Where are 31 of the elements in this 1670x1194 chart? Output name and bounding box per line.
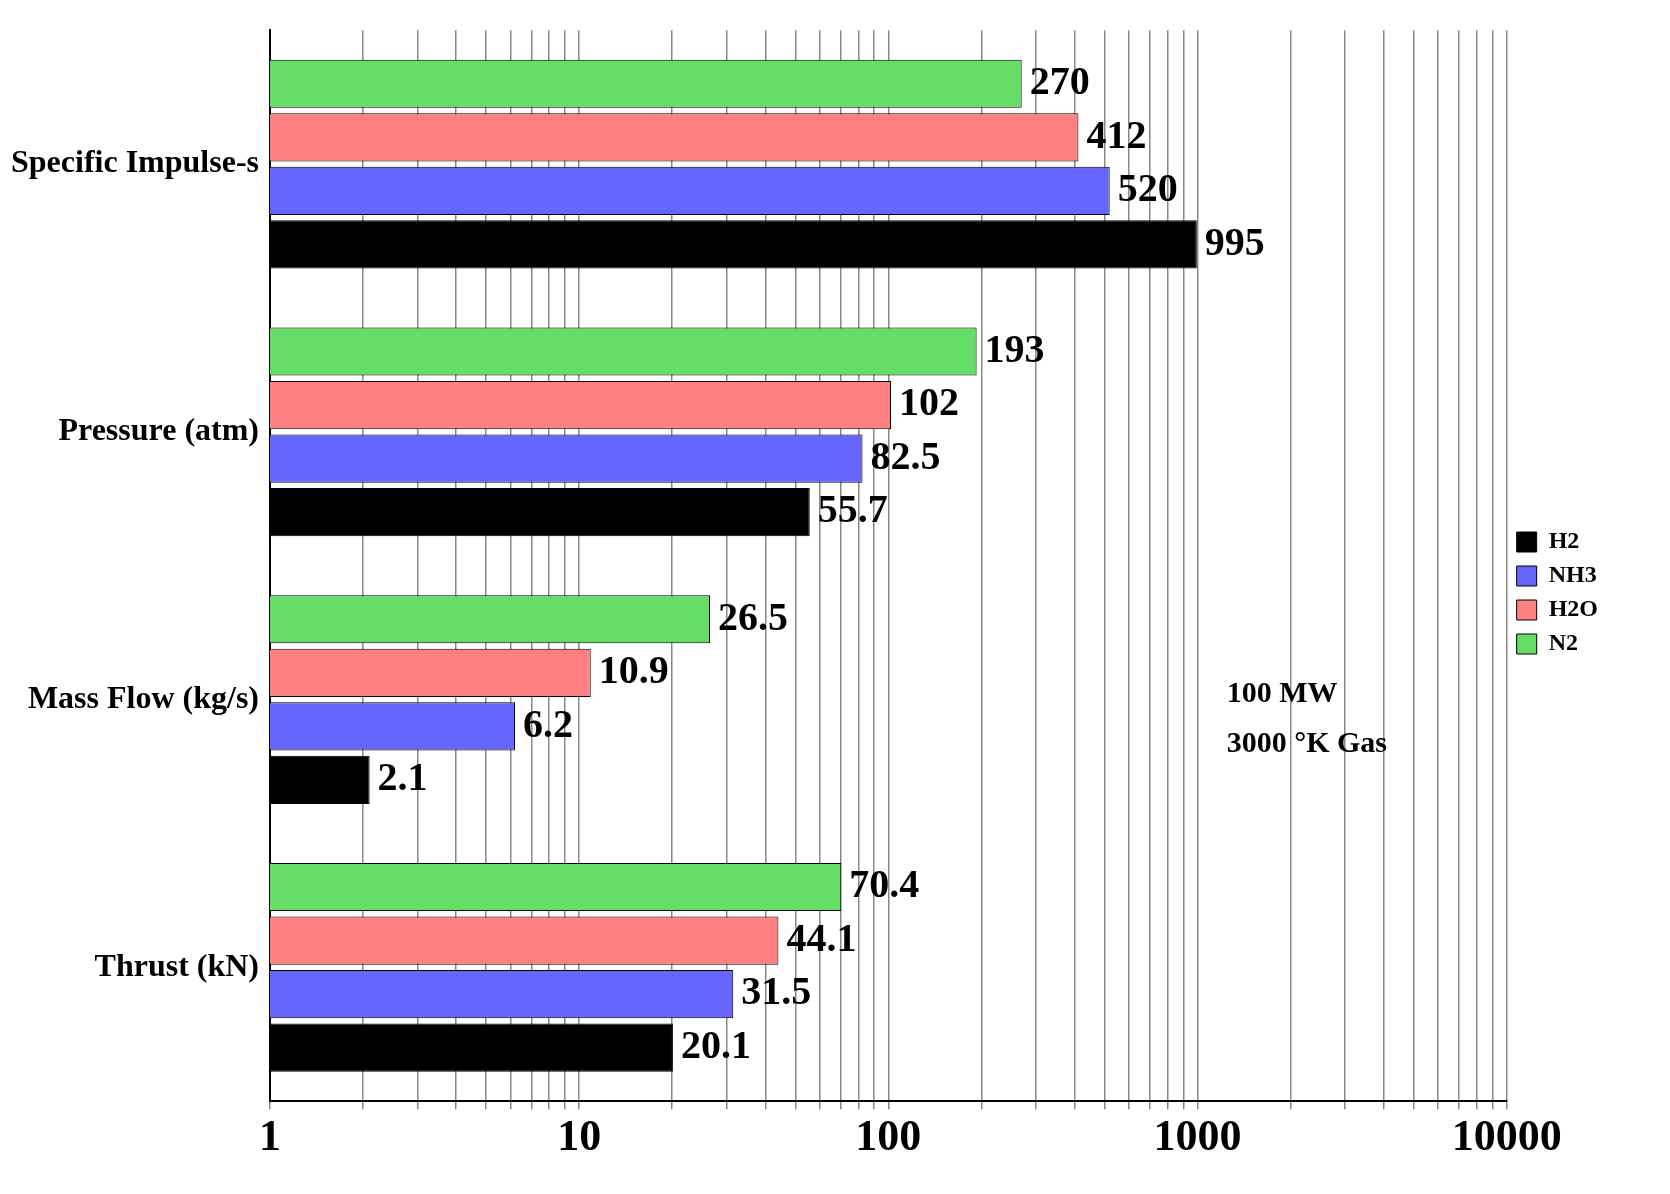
legend-label: NH3 <box>1548 561 1597 588</box>
x-tick-label: 10 <box>557 1110 602 1160</box>
data-label: 270 <box>1029 58 1090 104</box>
x-tick-label: 1 <box>259 1110 281 1160</box>
data-label: 55.7 <box>817 486 888 532</box>
data-label: 10.9 <box>598 647 669 693</box>
x-tick-label: 10000 <box>1451 1110 1562 1160</box>
data-label: 520 <box>1117 165 1178 211</box>
legend-label: H2O <box>1548 595 1599 622</box>
data-label: 82.5 <box>870 432 941 478</box>
data-label: 102 <box>898 379 959 425</box>
x-tick-label: 100 <box>855 1110 922 1160</box>
data-label: 70.4 <box>849 861 920 907</box>
data-label: 412 <box>1086 111 1147 157</box>
data-label: 2.1 <box>377 754 428 800</box>
y-tick-label: Mass Flow (kg/s) <box>27 678 259 715</box>
legend-label: H2 <box>1548 527 1580 554</box>
data-label: 6.2 <box>522 700 573 746</box>
annotation: 100 MW <box>1226 674 1338 708</box>
x-tick-label: 1000 <box>1153 1110 1242 1160</box>
data-label: 20.1 <box>680 1021 751 1067</box>
y-tick-label: Specific Impulse-s <box>11 143 259 180</box>
y-tick-label: Thrust (kN) <box>94 946 259 983</box>
y-tick-label: Pressure (atm) <box>58 411 259 448</box>
data-label: 31.5 <box>741 968 812 1014</box>
legend-label: N2 <box>1548 629 1579 656</box>
data-label: 44.1 <box>786 914 857 960</box>
annotation: 3000 °K Gas <box>1226 724 1388 758</box>
data-label: 995 <box>1204 218 1265 264</box>
data-label: 193 <box>984 325 1045 371</box>
data-label: 26.5 <box>718 593 789 639</box>
